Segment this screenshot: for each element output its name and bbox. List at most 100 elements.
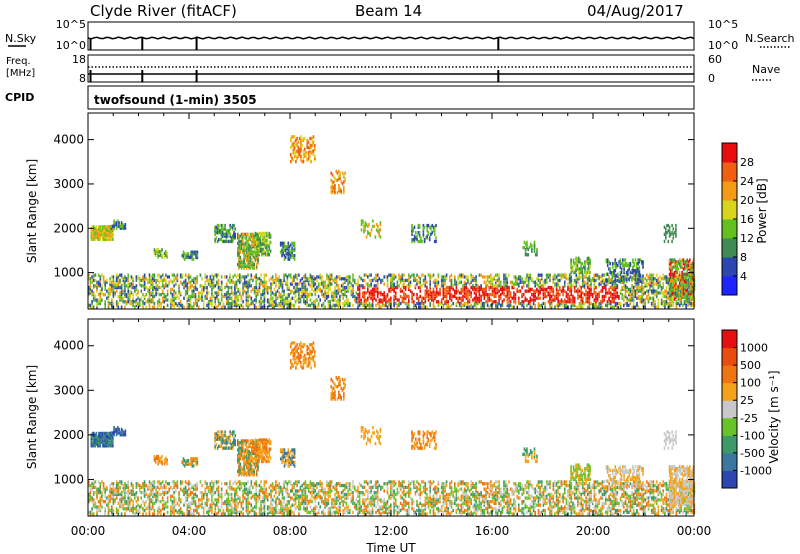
range-gate-cell — [426, 225, 428, 229]
range-gate-cell — [690, 290, 692, 294]
range-gate-cell — [160, 293, 162, 297]
range-gate-cell — [142, 277, 144, 281]
range-gate-cell — [206, 296, 208, 300]
range-gate-cell — [279, 243, 282, 247]
range-gate-cell — [230, 291, 233, 295]
range-gate-cell — [667, 229, 670, 233]
range-gate-cell — [181, 254, 183, 258]
range-gate-cell — [89, 491, 92, 495]
range-gate-cell — [252, 245, 254, 249]
range-gate-cell — [231, 227, 234, 231]
range-gate-cell — [330, 185, 332, 189]
range-gate-cell — [191, 257, 194, 261]
range-gate-cell — [199, 273, 202, 277]
range-gate-cell — [638, 265, 641, 269]
range-gate-cell — [358, 275, 361, 279]
range-gate-cell — [287, 255, 290, 260]
range-gate-cell — [115, 491, 118, 495]
range-gate-cell — [314, 277, 317, 281]
range-gate-cell — [112, 291, 115, 295]
range-gate-cell — [506, 294, 509, 299]
range-gate-cell — [547, 275, 550, 279]
range-gate-cell — [588, 291, 591, 295]
range-gate-cell — [529, 300, 532, 304]
range-gate-cell — [590, 289, 592, 293]
range-gate-cell — [262, 251, 264, 255]
range-gate-cell — [685, 283, 687, 287]
range-gate-cell — [89, 512, 92, 516]
range-gate-cell — [194, 296, 197, 300]
range-gate-cell — [302, 156, 305, 160]
range-gate-cell — [605, 278, 608, 282]
range-gate-cell — [96, 507, 98, 511]
range-gate-cell — [683, 276, 686, 280]
range-gate-cell — [130, 492, 133, 497]
range-gate-cell — [637, 270, 639, 275]
range-gate-cell — [92, 285, 95, 290]
range-gate-cell — [657, 298, 660, 302]
range-gate-cell — [117, 223, 119, 227]
range-gate-cell — [224, 227, 226, 231]
range-gate-cell — [675, 269, 677, 273]
range-gate-cell — [334, 187, 336, 191]
range-gate-cell — [345, 275, 348, 279]
range-gate-cell — [508, 300, 510, 304]
range-gate-cell — [240, 236, 243, 240]
range-gate-cell — [303, 275, 305, 279]
range-gate-cell — [88, 483, 90, 488]
range-gate-cell — [531, 247, 533, 252]
range-gate-cell — [92, 291, 95, 295]
range-gate-cell — [652, 289, 655, 293]
range-gate-cell — [641, 284, 643, 288]
range-gate-cell — [677, 267, 680, 271]
range-gate-cell — [220, 285, 223, 290]
range-gate-cell — [165, 250, 167, 254]
range-gate-cell — [475, 287, 477, 291]
range-gate-cell — [173, 296, 175, 300]
range-gate-cell — [249, 261, 252, 265]
range-gate-cell — [117, 282, 120, 286]
range-gate-cell — [408, 273, 410, 277]
range-gate-cell — [91, 289, 93, 293]
range-gate-cell — [263, 293, 266, 297]
range-gate-cell — [572, 269, 575, 273]
range-gate-cell — [238, 245, 240, 249]
range-gate-cell — [588, 277, 591, 281]
range-gate-cell — [465, 289, 468, 293]
range-gate-cell — [685, 303, 687, 307]
range-gate-cell — [675, 293, 677, 298]
range-gate-cell — [220, 298, 223, 302]
range-gate-cell — [633, 262, 635, 266]
range-gate-cell — [301, 287, 303, 291]
range-gate-cell — [110, 237, 113, 241]
range-gate-cell — [683, 281, 686, 285]
range-gate-cell — [294, 294, 297, 299]
range-gate-cell — [88, 510, 90, 514]
range-gate-cell — [293, 243, 296, 247]
range-gate-cell — [193, 293, 195, 297]
range-gate-cell — [639, 285, 642, 290]
range-gate-cell — [526, 303, 528, 307]
range-gate-cell — [514, 277, 517, 281]
range-gate-cell — [344, 280, 346, 284]
range-gate-cell — [152, 287, 154, 291]
range-gate-cell — [570, 258, 572, 262]
range-gate-cell — [367, 303, 369, 307]
range-gate-cell — [143, 277, 146, 281]
range-gate-cell — [419, 301, 422, 306]
range-gate-cell — [255, 287, 257, 291]
range-gate-cell — [245, 301, 248, 306]
range-gate-cell — [171, 280, 174, 284]
range-gate-cell — [675, 303, 678, 307]
range-gate-cell — [258, 253, 260, 257]
range-gate-cell — [411, 300, 413, 304]
range-gate-cell — [416, 293, 418, 297]
range-gate-cell — [163, 293, 166, 297]
range-gate-cell — [577, 256, 580, 260]
range-gate-cell — [171, 500, 174, 504]
range-gate-cell — [260, 296, 262, 300]
range-gate-cell — [503, 273, 505, 277]
range-gate-cell — [148, 507, 151, 511]
range-gate-cell — [112, 498, 115, 502]
range-gate-cell — [105, 232, 108, 236]
